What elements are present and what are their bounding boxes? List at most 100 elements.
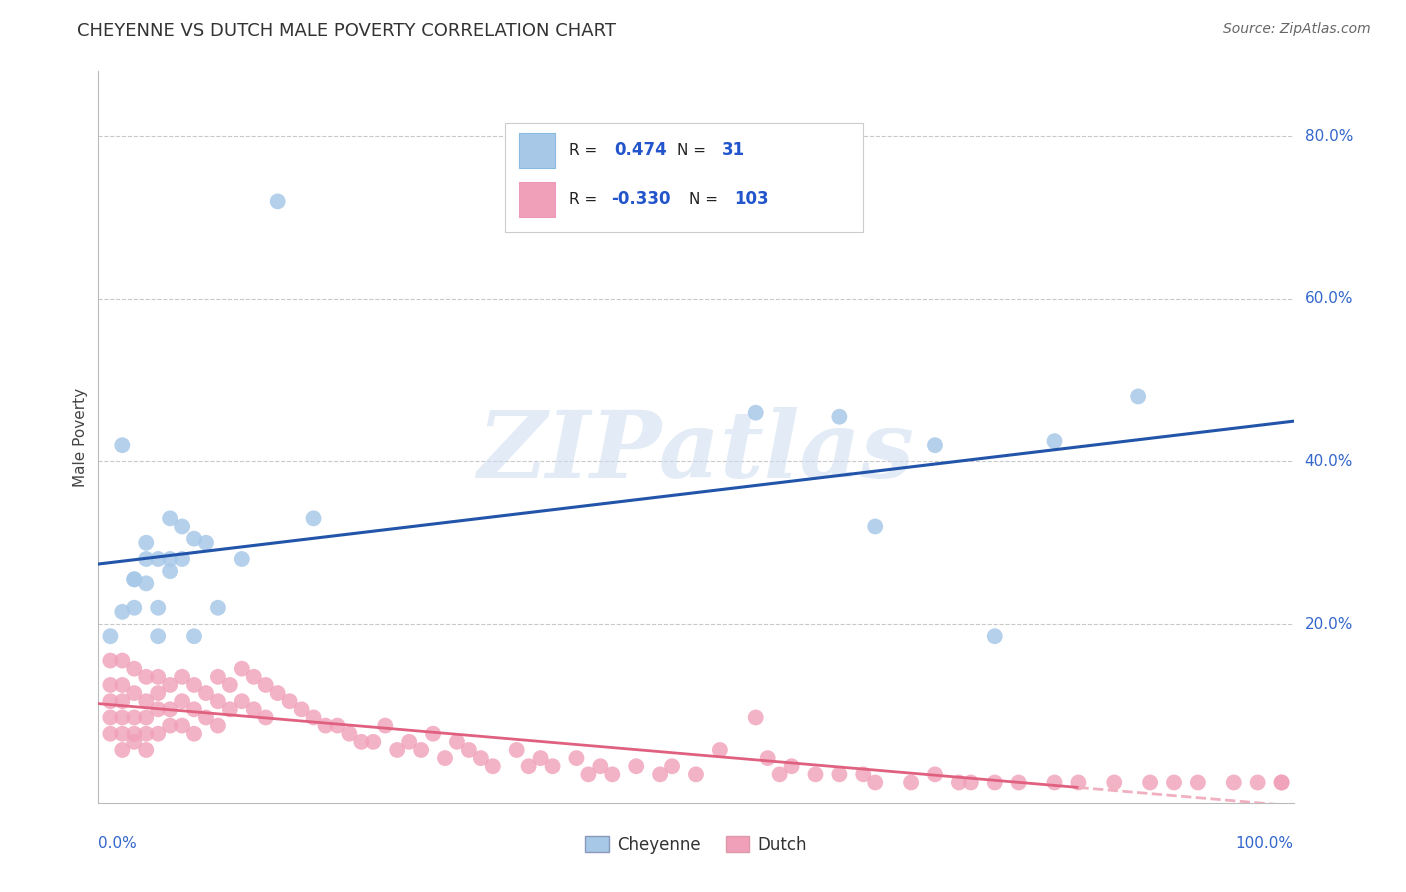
Point (1163, 775, 1185, 789)
Point (124, 662, 146, 676)
Point (98, 694, 122, 708)
Point (159, 702, 181, 716)
Point (111, 678, 134, 692)
Point (1008, 775, 1031, 789)
Text: 40.0%: 40.0% (1305, 454, 1353, 469)
Point (183, 727, 205, 741)
Point (326, 718, 349, 732)
Point (207, 670, 229, 684)
Point (278, 694, 301, 708)
Point (231, 662, 253, 676)
Point (602, 767, 624, 781)
Point (339, 727, 361, 741)
Point (159, 511, 181, 525)
Point (648, 767, 672, 781)
Point (135, 694, 157, 708)
Point (411, 743, 433, 757)
Point (124, 572, 146, 586)
Point (98, 727, 122, 741)
Point (828, 409, 851, 424)
Text: CHEYENNE VS DUTCH MALE POVERTY CORRELATION CHART: CHEYENNE VS DUTCH MALE POVERTY CORRELATI… (77, 22, 616, 40)
Point (709, 743, 731, 757)
Point (517, 759, 540, 773)
Text: ZIPatlas: ZIPatlas (478, 407, 914, 497)
Point (768, 767, 790, 781)
Point (661, 759, 683, 773)
Point (828, 767, 851, 781)
Point (350, 735, 373, 749)
Point (541, 759, 564, 773)
Text: 0.474: 0.474 (614, 141, 668, 160)
Point (98, 710, 122, 724)
Point (924, 767, 946, 781)
Text: Source: ZipAtlas.com: Source: ZipAtlas.com (1223, 22, 1371, 37)
Point (159, 564, 181, 578)
Text: 60.0%: 60.0% (1305, 292, 1353, 307)
Point (924, 438, 946, 452)
Text: N =: N = (689, 192, 723, 207)
Point (385, 743, 409, 757)
Text: 103: 103 (734, 190, 769, 209)
Point (111, 605, 134, 619)
Point (578, 767, 600, 781)
Point (124, 686, 146, 700)
Point (148, 600, 170, 615)
Y-axis label: Male Poverty: Male Poverty (73, 387, 89, 487)
Point (302, 511, 325, 525)
Bar (519, 182, 555, 217)
Point (948, 775, 970, 789)
Text: R =: R = (569, 143, 602, 158)
Point (148, 686, 170, 700)
Point (172, 552, 194, 566)
Point (148, 670, 170, 684)
Point (124, 735, 146, 749)
Point (865, 519, 887, 533)
Point (458, 743, 481, 757)
Point (984, 629, 1007, 643)
Point (135, 535, 157, 549)
Point (195, 710, 218, 724)
Point (481, 759, 505, 773)
Point (231, 694, 253, 708)
Point (124, 572, 146, 586)
Point (135, 670, 157, 684)
Text: N =: N = (676, 143, 710, 158)
Point (231, 552, 253, 566)
Point (267, 194, 290, 209)
Point (243, 702, 266, 716)
Point (124, 600, 146, 615)
Bar (519, 133, 555, 168)
Text: 100.0%: 100.0% (1236, 836, 1294, 851)
Point (207, 694, 229, 708)
Point (111, 710, 134, 724)
Point (135, 727, 157, 741)
Text: 0.0%: 0.0% (98, 836, 138, 851)
Point (565, 751, 588, 765)
Point (267, 686, 290, 700)
Point (1139, 775, 1161, 789)
Text: 31: 31 (723, 141, 745, 160)
Point (219, 678, 242, 692)
Text: 20.0%: 20.0% (1305, 616, 1353, 632)
Point (1187, 775, 1209, 789)
Point (172, 718, 194, 732)
Point (363, 735, 385, 749)
Point (506, 743, 529, 757)
Point (243, 670, 266, 684)
Point (148, 552, 170, 566)
Point (111, 694, 134, 708)
Point (302, 710, 325, 724)
Point (626, 759, 648, 773)
Point (900, 775, 922, 789)
Point (98, 654, 122, 668)
Point (291, 702, 314, 716)
Legend: Cheyenne, Dutch: Cheyenne, Dutch (579, 829, 813, 860)
Point (148, 629, 170, 643)
Point (148, 727, 170, 741)
Point (195, 535, 218, 549)
Point (111, 743, 134, 757)
Point (470, 751, 492, 765)
Point (159, 678, 181, 692)
Point (111, 727, 134, 741)
Point (135, 576, 157, 591)
